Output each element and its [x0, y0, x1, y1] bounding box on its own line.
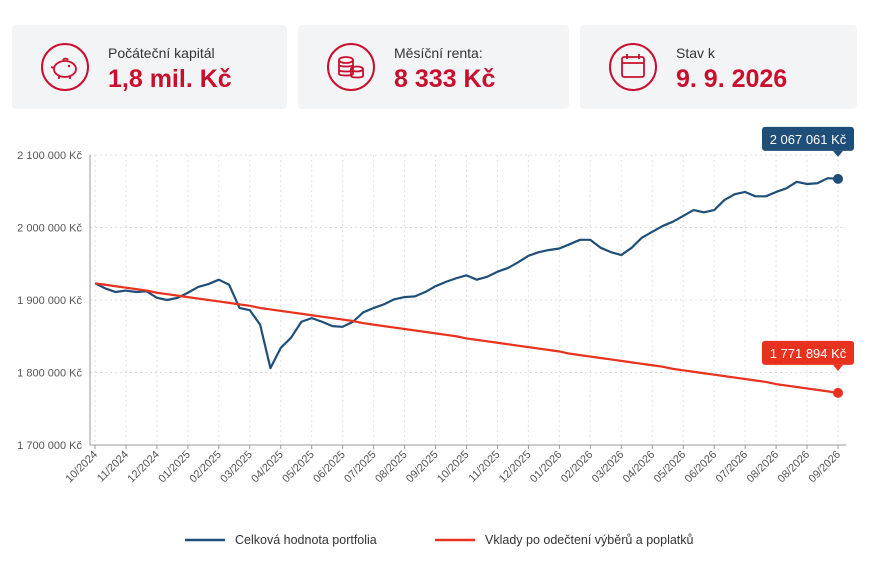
x-tick-label: 10/2024	[64, 449, 101, 486]
coins-icon	[327, 43, 375, 91]
x-tick-label: 02/2026	[559, 449, 596, 486]
value-callout: 2 067 061 Kč	[762, 126, 854, 157]
x-tick-label: 03/2026	[590, 449, 627, 486]
series-line	[94, 177, 839, 370]
y-tick-label: 2 100 000 Kč	[17, 150, 82, 162]
calendar-icon	[609, 43, 657, 91]
series-line	[94, 282, 839, 394]
card-value: 8 333 Kč	[394, 65, 496, 93]
value-label: 2 067 061 Kč	[770, 132, 847, 147]
card-label: Měsíční renta:	[394, 45, 483, 61]
x-tick-label: 04/2026	[621, 449, 658, 486]
x-tick-label: 08/2026	[745, 449, 782, 486]
callout-pointer	[833, 150, 843, 157]
x-tick-label: 09/2026	[807, 449, 844, 486]
piggy-icon	[41, 43, 89, 91]
end-point	[833, 387, 843, 398]
x-tick-label: 12/2024	[125, 449, 162, 486]
x-tick-label: 03/2025	[218, 449, 255, 486]
y-tick-label: 1 800 000 Kč	[17, 368, 82, 380]
x-tick-label: 06/2026	[683, 449, 720, 486]
end-point	[833, 173, 843, 184]
x-tick-label: 05/2025	[280, 449, 317, 486]
y-tick-label: 1 700 000 Kč	[17, 440, 82, 452]
card: Měsíční renta: 8 333 Kč	[298, 25, 569, 109]
x-tick-label: 09/2025	[404, 449, 441, 486]
x-tick-label: 01/2026	[528, 449, 565, 486]
x-tick-label: 11/2025	[467, 449, 503, 485]
x-tick-label: 12/2025	[497, 449, 534, 486]
callout-box	[762, 126, 854, 151]
x-tick-label: 08/2025	[373, 449, 410, 486]
x-tick-label: 11/2024	[95, 449, 131, 485]
card-label: Počáteční kapitál	[108, 45, 215, 61]
value-callout: 1 771 894 Kč	[762, 340, 854, 371]
card-label: Stav k	[676, 45, 715, 61]
card-value: 1,8 mil. Kč	[108, 65, 232, 93]
x-tick-label: 07/2026	[714, 449, 751, 486]
x-tick-label: 08/2026	[776, 449, 813, 486]
x-tick-label: 07/2025	[342, 449, 379, 486]
x-tick-label: 06/2025	[311, 449, 348, 486]
card: Stav k 9. 9. 2026	[580, 25, 857, 109]
legend-label: Vklady po odečtení výběrů a poplatků	[485, 533, 694, 547]
callout-box	[762, 340, 854, 365]
x-tick-label: 04/2025	[249, 449, 286, 486]
x-tick-label: 05/2026	[652, 449, 689, 486]
x-tick-label: 10/2025	[435, 449, 472, 486]
legend-label: Celková hodnota portfolia	[235, 533, 377, 547]
x-tick-label: 01/2025	[156, 449, 193, 486]
value-label: 1 771 894 Kč	[770, 346, 847, 361]
y-tick-label: 1 900 000 Kč	[17, 295, 82, 307]
callout-pointer	[833, 364, 843, 371]
card: Počáteční kapitál 1,8 mil. Kč	[12, 25, 287, 109]
cards: Počáteční kapitál 1,8 mil. Kč Měsíční re…	[0, 25, 871, 109]
card-value: 9. 9. 2026	[676, 65, 788, 93]
x-tick-label: 02/2025	[187, 449, 224, 486]
y-tick-label: 2 000 000 Kč	[17, 223, 82, 235]
